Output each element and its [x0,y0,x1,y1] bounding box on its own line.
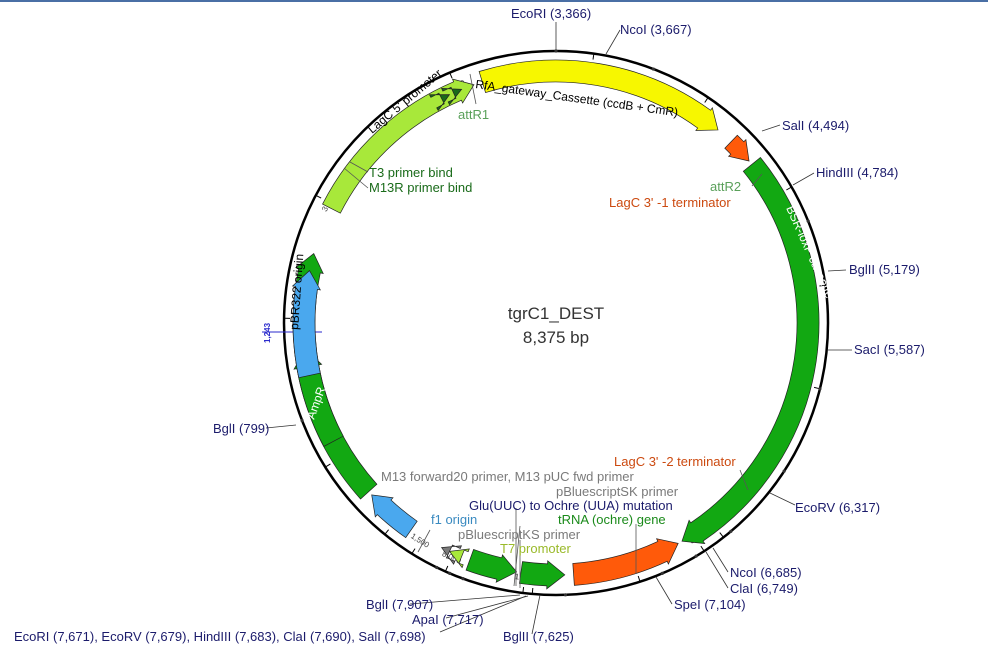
pbr322-arc[interactable] [291,270,321,379]
site-marker [563,593,568,597]
site-ncoi-3667[interactable]: NcoI (3,667) [620,22,692,37]
tick-mark [449,73,453,79]
site-ncoi-6685[interactable]: NcoI (6,685) [730,565,802,580]
tick-mark [385,529,389,534]
tick-mark [704,98,708,103]
site-cluster[interactable]: EcoRI (7,671), EcoRV (7,679), HindIII (7… [14,629,426,644]
site-bglii-7625[interactable]: BglII (7,625) [503,629,574,644]
site-saci[interactable]: SacI (5,587) [854,342,925,357]
green-mid-arc[interactable] [465,549,518,583]
tick-mark [411,548,416,554]
t7-arc[interactable] [448,548,470,569]
plasmid-length: 8,375 bp [523,328,589,347]
window-top-border [0,0,988,2]
tick-mark [813,386,820,390]
ann-t7[interactable]: T7 promoter [500,541,571,556]
rfa-arc[interactable] [478,59,719,131]
site-marker [694,554,698,558]
tick-mark [719,532,724,537]
tick-mark [786,187,791,191]
m13r-arc[interactable] [428,92,451,112]
site-ecori[interactable]: EcoRI (3,366) [511,6,591,21]
ann-m13fwd[interactable]: M13 forward20 primer, M13 pUC fwd primer [381,469,635,484]
tick-mark [522,586,525,593]
ann-attr2[interactable]: attR2 [710,179,741,194]
origin-tick-label: 1,243 [263,322,272,343]
site-marker [729,529,733,533]
ann-trna[interactable]: tRNA (ochre) gene [558,512,666,527]
site-hindiii[interactable]: HindIII (4,784) [816,165,898,180]
ann-pbks[interactable]: pBluescriptKS primer [458,527,581,542]
tick-marks [285,54,825,594]
tick-mark [325,463,331,468]
site-sali-4494[interactable]: SalI (4,494) [782,118,849,133]
tick-mark [316,195,322,199]
site-marker [435,565,439,570]
site-leaders [265,22,852,635]
site-marker [651,67,656,71]
site-marker [660,571,664,575]
site-clai[interactable]: ClaI (6,749) [730,581,798,596]
plasmid-backbone [282,49,830,597]
ann-attr1[interactable]: attR1 [458,107,489,122]
ann-m13r[interactable]: M13R primer bind [369,180,472,195]
site-ecorv[interactable]: EcoRV (6,317) [795,500,880,515]
tick-mark [819,284,825,287]
site-marker [806,219,810,223]
site-bgli-799[interactable]: BglI (799) [213,421,269,436]
site-bglii-5179[interactable]: BglII (5,179) [849,262,920,277]
ann-f1[interactable]: f1 origin [431,512,477,527]
site-marker [300,418,304,423]
pbr322-label[interactable]: pBR322 origin [287,253,306,330]
annotation-leaders [343,73,763,588]
ann-lagc3-1[interactable]: LagC 3' -1 terminator [609,195,731,210]
site-apai[interactable]: ApaI (7,717) [412,612,484,627]
t3-arc[interactable] [441,86,463,106]
ann-pbsk[interactable]: pBluescriptSK primer [556,484,679,499]
site-bgli-7907[interactable]: BglI (7,907) [366,597,433,612]
ann-lagc3-2[interactable]: LagC 3' -2 terminator [614,454,736,469]
tick-mark [592,54,595,60]
f1-arc[interactable] [371,494,418,539]
site-marker [818,387,822,391]
trna-arc[interactable] [519,560,566,590]
lagc5-arc[interactable] [322,78,475,214]
site-marker [461,576,465,581]
plasmid-name: tgrC1_DEST [508,304,604,323]
site-marker [782,469,786,473]
features-layer [291,49,827,597]
site-spei[interactable]: SpeI (7,104) [674,597,746,612]
tick-mark [700,545,705,551]
bsr-arc[interactable] [681,156,820,544]
ann-glu[interactable]: Glu(UUC) to Ochre (UUA) mutation [469,498,673,513]
site-marker [448,571,452,575]
tick-mark [637,575,641,581]
lagc3-1-arc[interactable] [724,134,750,162]
pbks-arc[interactable] [440,544,462,565]
lagc3-2-arc[interactable] [572,538,679,586]
site-marker [823,278,827,283]
ann-t3[interactable]: T3 primer bind [369,165,453,180]
tick-mark [445,565,449,571]
